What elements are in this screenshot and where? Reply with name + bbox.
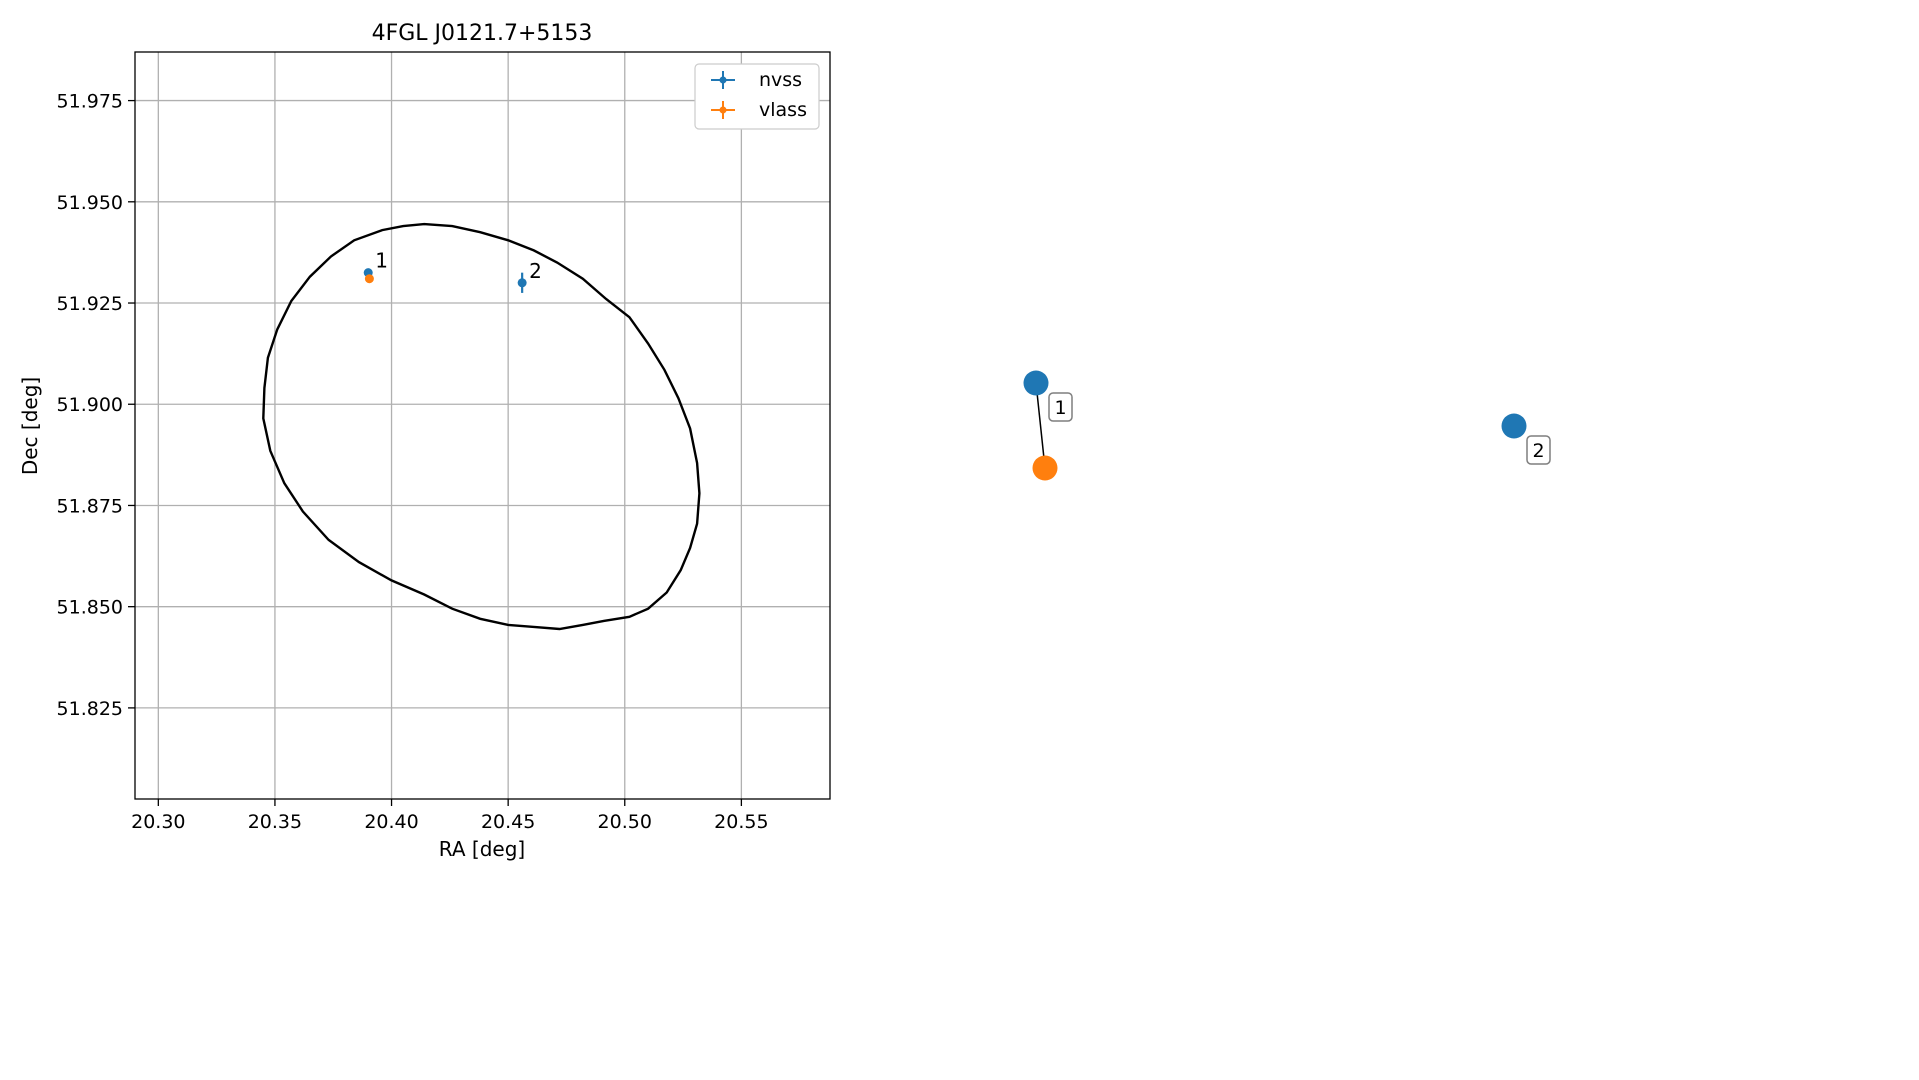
data-point-vlass [364,274,374,284]
graph-node-label: 2 [1532,440,1544,462]
x-tick-label: 20.45 [481,811,535,833]
y-axis-label: Dec [deg] [18,377,42,475]
graph-node-nvss-1 [1023,370,1049,396]
chart-title: 4FGL J0121.7+5153 [372,21,593,46]
point-label: 2 [529,259,542,283]
x-tick-label: 20.40 [364,811,418,833]
graph-node-vlass-1 [1032,455,1058,481]
x-tick-label: 20.50 [598,811,652,833]
point-label: 1 [375,249,388,273]
x-tick-label: 20.55 [714,811,768,833]
point-marker [364,274,374,284]
x-axis-ticks: 20.30 20.35 20.40 20.45 20.50 20.55 [131,799,769,833]
legend-marker-vlass [711,101,735,119]
graph-node-nvss-2 [1501,413,1527,439]
x-tick-label: 20.30 [131,811,185,833]
x-tick-label: 20.35 [248,811,302,833]
legend-label-vlass: vlass [759,99,807,121]
y-tick-label: 51.925 [57,293,123,315]
graph-edge [1035,382,1046,469]
y-tick-label: 51.900 [57,394,123,416]
y-tick-label: 51.850 [57,597,123,619]
y-tick-label: 51.950 [57,192,123,214]
graph-node-label: 1 [1054,397,1066,419]
data-point-nvss: 2 [517,259,542,293]
x-axis-label: RA [deg] [439,837,525,861]
localization-ellipse [262,222,701,631]
legend-marker-nvss [711,71,735,89]
graph-node-label-box [1526,435,1551,465]
y-tick-label: 51.825 [57,698,123,720]
y-tick-label: 51.975 [57,91,123,113]
data-point-nvss: 1 [363,249,388,278]
point-marker [517,278,527,288]
plot-frame [134,51,831,800]
y-tick-label: 51.875 [57,495,123,517]
y-axis-ticks: 51.825 51.850 51.875 51.900 51.925 51.950 51.9… [57,91,135,720]
grid-lines [135,52,830,799]
legend-label-nvss: nvss [759,69,802,91]
association-graph: 12 [1023,370,1551,481]
graph-node-label-box [1048,392,1073,422]
sky-plot: 4FGL J0121.7+5153 20.30 20.35 20.40 20.45 20… [18,21,831,861]
legend: nvss vlass [694,63,820,130]
